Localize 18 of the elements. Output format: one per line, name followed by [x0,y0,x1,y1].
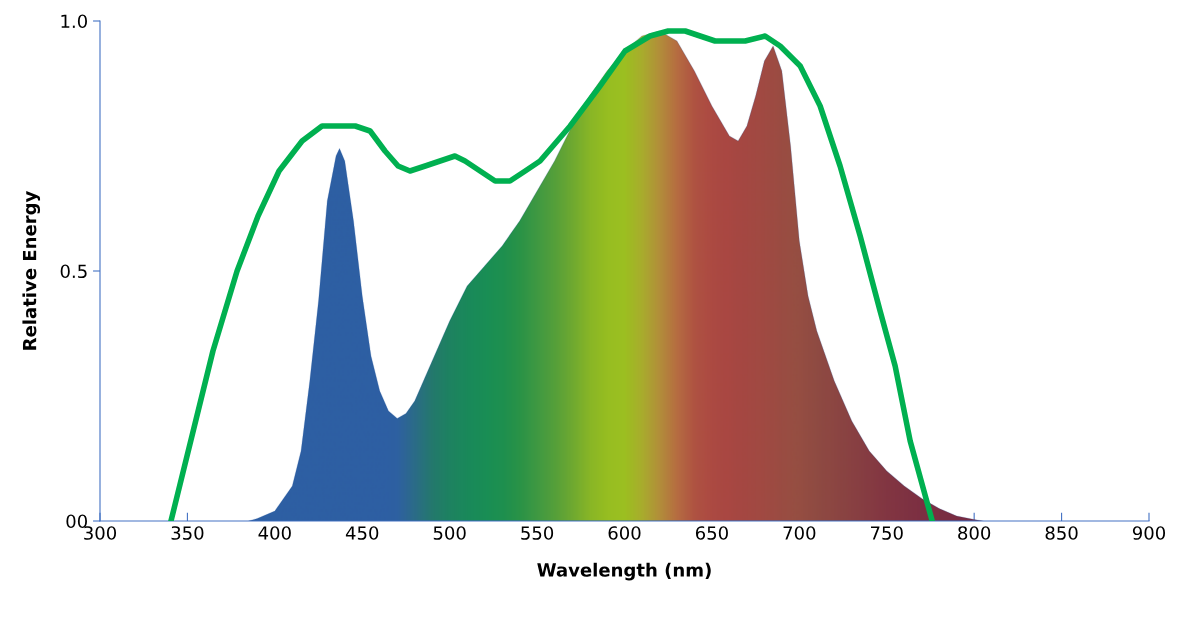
x-axis-title: Wavelength (nm) [537,562,711,581]
x-tick-label: 450 [345,526,379,540]
x-tick-label: 850 [1045,526,1078,540]
y-tick-label: 0.5 [60,264,87,279]
x-tick-label: 350 [171,526,204,540]
x-tick-label: 550 [521,526,554,540]
x-tick-label: 300 [84,526,117,540]
x-tick-label: 600 [608,526,641,540]
x-tick-label: 900 [1132,526,1166,540]
x-tick-label: 500 [433,526,466,540]
x-tick-label: 800 [958,526,991,540]
y-tick-label: 00 [66,514,87,529]
y-tick-label: 1.0 [61,14,87,29]
x-tick-label: 700 [783,526,816,540]
y-axis-title: Relative Energy [22,190,41,350]
x-tick-label: 400 [258,526,291,540]
x-tick-label: 650 [695,526,728,540]
x-tick-label: 750 [871,526,903,540]
